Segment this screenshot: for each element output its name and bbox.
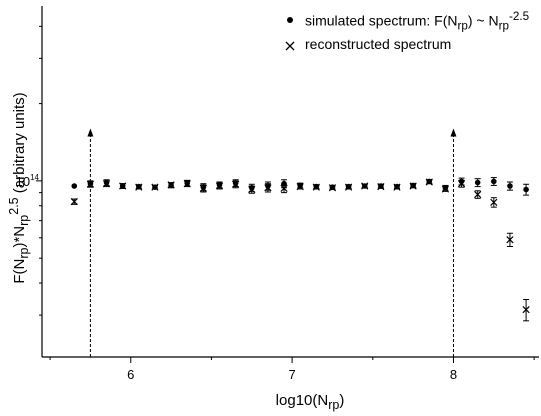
y-tick-label: 1014 — [16, 173, 40, 189]
data-point-cross — [490, 198, 498, 206]
x-tick-label: 7 — [288, 367, 295, 382]
series-layer — [70, 177, 530, 322]
legend-marker-dot — [287, 17, 293, 23]
data-point-cross — [312, 183, 320, 191]
data-point-cross — [425, 178, 433, 186]
series-reconstructed — [70, 178, 530, 322]
data-point-cross — [280, 184, 288, 192]
legend — [285, 17, 295, 51]
data-point-dot — [491, 178, 497, 185]
data-point-cross — [232, 180, 240, 188]
data-point-cross — [296, 182, 304, 191]
data-point-dot — [71, 183, 78, 189]
data-point-dot — [474, 179, 481, 186]
x-tick-label: 8 — [450, 367, 457, 382]
data-point-cross — [167, 181, 175, 189]
data-point-cross — [409, 182, 417, 190]
data-point-cross — [328, 184, 337, 192]
x-tick-label: 6 — [127, 367, 134, 382]
data-point-cross — [506, 236, 514, 244]
y-axis-label: F(Nrp)*Nrp2.5 (arbitrary units) — [7, 92, 31, 284]
data-point-cross — [361, 182, 369, 190]
data-point-cross — [344, 183, 353, 191]
legend-label-simulated: simulated spectrum: F(Nrp) ~ Nrp-2.5 — [305, 10, 530, 33]
data-point-cross — [264, 184, 272, 192]
annotations — [87, 128, 457, 357]
data-point-cross — [70, 198, 78, 206]
arrowhead — [87, 128, 94, 137]
axes: 6 7 8 1014 — [16, 6, 539, 382]
data-point-cross — [441, 185, 450, 193]
data-point-cross — [457, 180, 466, 188]
legend-marker-cross — [285, 41, 295, 51]
data-point-dot — [507, 183, 513, 189]
data-point-dot — [281, 180, 287, 187]
data-point-cross — [86, 180, 95, 188]
data-point-cross — [119, 182, 127, 190]
data-point-cross — [183, 180, 191, 188]
data-point-cross — [474, 190, 482, 199]
data-point-cross — [135, 183, 143, 191]
legend-label-reconstructed: reconstructed spectrum — [305, 36, 452, 52]
data-point-cross — [522, 306, 530, 314]
x-axis-label: log10(Nrp) — [275, 392, 345, 412]
data-point-cross — [199, 184, 207, 192]
data-point-cross — [248, 185, 256, 194]
data-point-cross — [393, 183, 401, 191]
arrowhead — [450, 128, 457, 137]
data-point-cross — [151, 183, 159, 191]
data-point-cross — [215, 182, 224, 190]
data-point-cross — [377, 182, 385, 191]
data-point-cross — [102, 180, 111, 188]
data-point-dot — [523, 186, 529, 193]
